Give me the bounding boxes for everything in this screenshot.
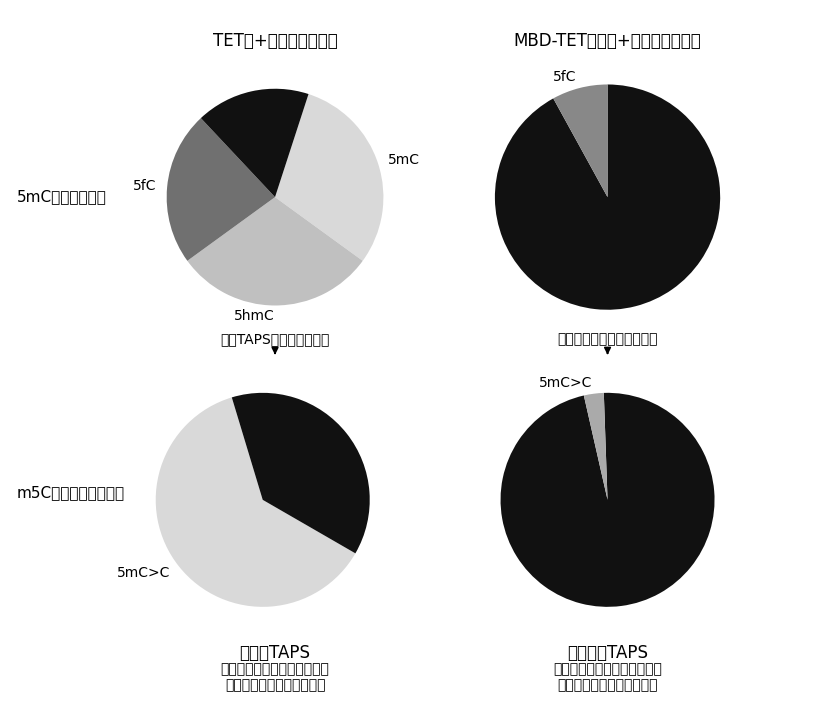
Wedge shape bbox=[232, 393, 369, 553]
Text: TET酶+传统反应缓冲液: TET酶+传统反应缓冲液 bbox=[213, 32, 337, 50]
Wedge shape bbox=[167, 118, 275, 260]
Text: 5mC>T: 5mC>T bbox=[622, 610, 675, 624]
Wedge shape bbox=[201, 89, 309, 197]
Text: 5mC: 5mC bbox=[388, 153, 420, 168]
Text: m5C位点测序碱基占比: m5C位点测序碱基占比 bbox=[16, 485, 125, 501]
Wedge shape bbox=[275, 94, 383, 260]
Wedge shape bbox=[187, 197, 363, 306]
Text: 传统TAPS处理后建库测序: 传统TAPS处理后建库测序 bbox=[220, 332, 330, 353]
Wedge shape bbox=[584, 393, 608, 500]
Text: 5fC: 5fC bbox=[133, 179, 156, 193]
Text: 5mC>C: 5mC>C bbox=[117, 566, 171, 580]
Text: 传统的TAPS: 传统的TAPS bbox=[240, 644, 310, 662]
Text: 5fC: 5fC bbox=[553, 70, 576, 84]
Text: 5caC: 5caC bbox=[639, 310, 673, 324]
Text: 优化后的TAPS: 优化后的TAPS bbox=[567, 644, 648, 662]
Wedge shape bbox=[501, 393, 714, 607]
Text: 优化还原剂处理后建库测序: 优化还原剂处理后建库测序 bbox=[557, 332, 658, 353]
Text: 5mC>C: 5mC>C bbox=[539, 376, 593, 390]
Wedge shape bbox=[156, 397, 355, 607]
Text: 5hmC: 5hmC bbox=[234, 309, 275, 323]
Text: 5mC氧化产物占比: 5mC氧化产物占比 bbox=[16, 189, 106, 205]
Text: 5mC>T: 5mC>T bbox=[355, 420, 407, 434]
Text: 操作复杂，耗时长、损失大、
转化率低、难以工业自动化: 操作复杂，耗时长、损失大、 转化率低、难以工业自动化 bbox=[221, 662, 329, 692]
Wedge shape bbox=[553, 84, 608, 197]
Text: 5caC: 5caC bbox=[214, 74, 249, 88]
Wedge shape bbox=[495, 84, 720, 310]
Text: MBD-TET重组酶+优化反应缓冲液: MBD-TET重组酶+优化反应缓冲液 bbox=[514, 32, 701, 50]
Text: 操作简单、耗时短、损失小、
转化率高、易于工业自动化: 操作简单、耗时短、损失小、 转化率高、易于工业自动化 bbox=[553, 662, 662, 692]
